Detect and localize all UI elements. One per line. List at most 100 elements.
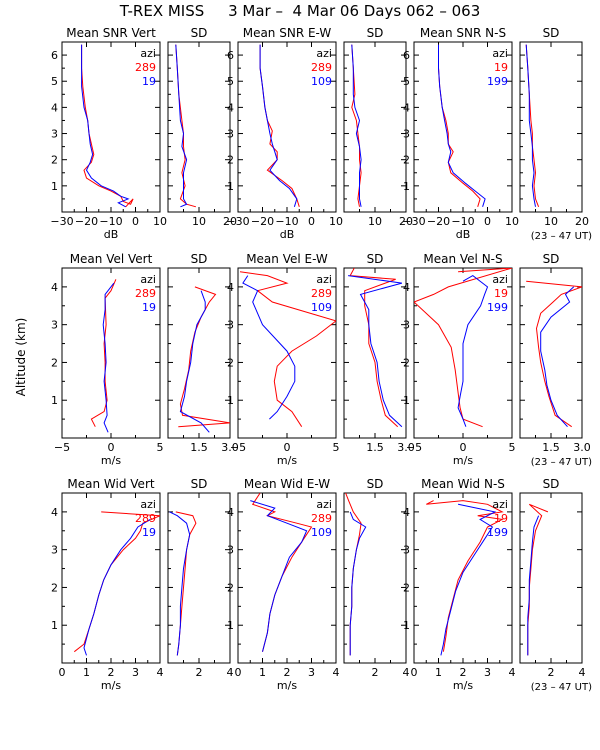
x-axis-unit: dB (280, 228, 295, 241)
legend-blue-entry: 199 (487, 75, 508, 88)
y-tick-label: 5 (51, 75, 58, 88)
series-line-red (426, 500, 504, 652)
x-tick-label: 4 (403, 666, 410, 679)
legend-red-entry: 289 (311, 512, 332, 525)
series-line-blue (259, 44, 298, 207)
panel-title: Mean Vel Vert (70, 252, 153, 266)
x-tick-label: 0 (284, 441, 291, 454)
legend-red-entry: 19 (494, 61, 508, 74)
y-tick-label: 4 (51, 101, 58, 114)
y-tick-label: 1 (227, 394, 234, 407)
series-line-blue (351, 44, 362, 207)
panel-title: Mean Wid E-W (244, 477, 330, 491)
x-tick-label: 4 (227, 666, 234, 679)
x-tick-label: 5 (157, 441, 164, 454)
series-line-blue (83, 518, 151, 656)
x-tick-label: 2 (548, 666, 555, 679)
x-tick-label: 0 (484, 215, 491, 228)
panel-title: Mean Vel E-W (246, 252, 328, 266)
panel-wid-vert-sd: SD 2 4 (167, 477, 234, 679)
figure-title: T-REX MISS 3 Mar – 4 Mar 06 Days 062 – 0… (119, 2, 481, 20)
legend-blue-entry: 19 (142, 301, 156, 314)
y-tick-label: 2 (227, 356, 234, 369)
legend-red-entry: 19 (494, 512, 508, 525)
panel-snr-vert: Mean SNR Vert −30 −20 −10 0 10 1 2 3 4 5 6 dB azi2891… (50, 26, 167, 241)
x-axis-unit: m/s (453, 454, 473, 467)
panel-title: Mean Wid N-S (421, 477, 505, 491)
y-tick-label: 4 (51, 506, 58, 519)
x-tick-label: −30 (226, 215, 249, 228)
series-line-blue (440, 503, 497, 656)
x-tick-label: 3.0 (397, 441, 415, 454)
legend-blue-entry: 199 (487, 301, 508, 314)
legend-blue-entry: 199 (487, 526, 508, 539)
x-tick-label: 4 (333, 666, 340, 679)
x-tick-label: 5 (333, 441, 340, 454)
x-tick-label: 2 (108, 666, 115, 679)
y-tick-label: 3 (227, 319, 234, 332)
legend-red-entry: 289 (135, 287, 156, 300)
y-tick-label: 1 (51, 394, 58, 407)
x-axis-unit: m/s (277, 679, 297, 692)
panel-title: SD (543, 26, 560, 40)
y-tick-label: 4 (227, 506, 234, 519)
legend-title: azi (316, 273, 332, 286)
y-tick-label: 3 (403, 319, 410, 332)
y-tick-label: 4 (227, 281, 234, 294)
panel-title: Mean Vel N-S (423, 252, 502, 266)
y-tick-label: 2 (51, 154, 58, 167)
series-line-blue (540, 286, 575, 428)
x-tick-label: 20 (399, 215, 413, 228)
x-tick-label: 0 (460, 441, 467, 454)
y-tick-label: 2 (51, 356, 58, 369)
x-tick-label: 2 (460, 666, 467, 679)
panel-frame (519, 41, 583, 213)
y-tick-label: 4 (403, 281, 410, 294)
legend-title: azi (492, 273, 508, 286)
y-tick-label: 3 (403, 128, 410, 141)
legend-blue-entry: 109 (311, 75, 332, 88)
y-tick-label: 2 (227, 154, 234, 167)
y-tick-label: 2 (403, 154, 410, 167)
series-line-red (526, 280, 582, 428)
y-tick-label: 1 (403, 619, 410, 632)
series-line-blue (525, 44, 536, 207)
panel-vel-ew-sd: SD 1.5 3.0 (343, 252, 415, 454)
series-line-blue (348, 275, 403, 428)
legend-red-entry: 289 (311, 287, 332, 300)
x-tick-label: 2 (196, 666, 203, 679)
x-axis-unit: m/s (101, 679, 121, 692)
y-tick-label: 2 (403, 581, 410, 594)
panel-snr-ew: Mean SNR E-W −30 −20 −10 0 10 1 2 3 4 5 6 dB azi28910… (226, 26, 343, 241)
series-line-red (438, 44, 481, 207)
legend-blue-entry: 109 (311, 526, 332, 539)
series-line-red (178, 286, 230, 428)
panel-snr-ns-sd: SD 10 20 (23 – 47 UT) (519, 26, 592, 242)
y-tick-label: 4 (227, 101, 234, 114)
panel-frame (167, 492, 231, 664)
series-line-red (349, 268, 399, 428)
y-tick-label: 5 (227, 75, 234, 88)
legend-red-entry: 289 (135, 512, 156, 525)
x-tick-label: 0 (59, 666, 66, 679)
x-tick-label: 10 (544, 215, 558, 228)
legend-title: azi (140, 498, 156, 511)
series-line-blue (169, 511, 191, 656)
y-tick-label: 3 (51, 544, 58, 557)
x-tick-label: 1.5 (542, 441, 560, 454)
panel-wid-ew-sd: SD 2 4 (343, 477, 410, 679)
legend-title: azi (140, 47, 156, 60)
x-tick-label: −10 (451, 215, 474, 228)
legend-red-entry: 289 (135, 61, 156, 74)
y-tick-label: 1 (403, 180, 410, 193)
y-tick-label: 1 (227, 180, 234, 193)
x-tick-label: 3 (308, 666, 315, 679)
panel-title: SD (543, 477, 560, 491)
series-line-blue (527, 515, 540, 656)
time-range-note: (23 – 47 UT) (531, 231, 592, 242)
series-line-blue (242, 275, 296, 420)
